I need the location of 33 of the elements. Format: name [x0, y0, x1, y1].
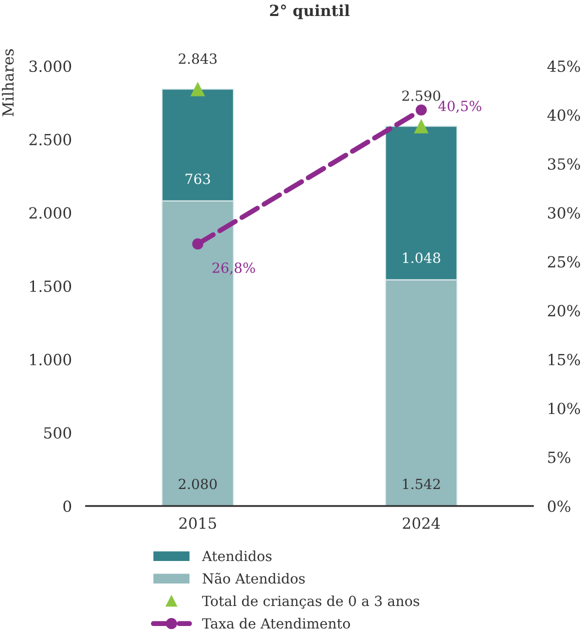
data-label: 1.542 [403, 478, 440, 490]
y2-tick-label: 40% [547, 109, 580, 121]
y-tick-label: 1.000 [30, 354, 72, 366]
y-tick-label: 500 [44, 427, 72, 439]
x-tick-label: 2024 [402, 517, 440, 529]
y2-tick-label: 35% [548, 158, 580, 170]
data-label: 26,8% [212, 262, 255, 275]
y-tick-label: 0 [63, 500, 72, 512]
legend-label: Taxa de Atendimento [202, 618, 350, 629]
data-label: 40,5% [438, 100, 482, 113]
y2-tick-label: 30% [548, 207, 580, 219]
y2-tick-label: 45% [547, 60, 580, 72]
data-label: 2.080 [178, 478, 217, 490]
y-tick-label: 2.000 [29, 207, 72, 219]
y2-tick-label: 25% [548, 256, 580, 268]
y2-tick-label: 10% [548, 402, 580, 414]
data-label: 1.048 [403, 252, 440, 264]
legend-label: Atendidos [202, 550, 272, 562]
data-label: 763 [186, 174, 210, 184]
y2-tick-label: 0% [548, 500, 570, 512]
y-axis-title: Milhares [2, 49, 14, 116]
y-tick-label: 2.500 [29, 134, 72, 146]
y2-tick-label: 20% [548, 304, 580, 316]
chart-title: 2° quintil [270, 4, 350, 20]
data-label: 2.843 [178, 53, 217, 64]
legend-label: Total de crianças de 0 a 3 anos [202, 595, 420, 609]
y-tick-label: 1.500 [30, 280, 72, 292]
y-tick-label: 3.000 [30, 60, 72, 72]
legend-label: Não Atendidos [202, 572, 305, 584]
x-tick-label: 2015 [179, 517, 216, 529]
y2-tick-label: 15% [548, 354, 580, 366]
data-label: 2.590 [402, 90, 440, 101]
y2-tick-label: 5% [548, 452, 570, 464]
